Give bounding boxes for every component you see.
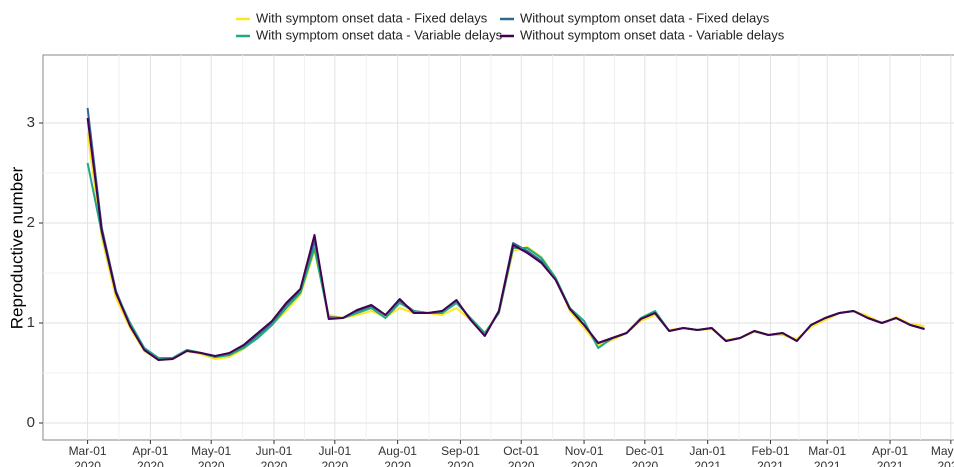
y-axis-title: Reproductive number: [7, 166, 26, 329]
legend-label: Without symptom onset data - Fixed delay…: [520, 10, 770, 25]
x-tick-label: Mar-01 2020: [69, 444, 107, 467]
x-tick-label: Aug-01 2020: [378, 444, 417, 467]
y-tick-label: 3: [27, 114, 35, 131]
series-line: [86, 117, 925, 361]
y-tick-label: 2: [27, 214, 35, 231]
y-tick-label: 0: [27, 414, 35, 431]
legend-label: With symptom onset data - Variable delay…: [256, 27, 503, 42]
x-tick-label: Nov-01 2020: [565, 444, 604, 467]
x-tick-label: Jan-01 2021: [689, 444, 726, 467]
x-tick-label: Oct-01 2020: [503, 444, 539, 467]
panel: [42, 54, 954, 441]
x-tick-label: Apr-01 2021: [872, 444, 908, 467]
x-tick-label: May-01 2020: [191, 444, 231, 467]
y-tick-label: 1: [27, 314, 35, 331]
legend-label: With symptom onset data - Fixed delays: [256, 10, 488, 25]
legend: With symptom onset data - Fixed delays Wi…: [236, 10, 785, 42]
x-tick-label: Jun-01 2020: [256, 444, 293, 467]
x-tick-label: Sep-01 2020: [441, 444, 480, 467]
x-tick-label: Jul-01 2020: [318, 444, 351, 467]
x-tick-label: Mar-01 2021: [808, 444, 846, 467]
x-tick-label: Apr-01 2020: [132, 444, 168, 467]
legend-label: Without symptom onset data - Variable de…: [520, 27, 785, 42]
x-tick-label: Feb-01 2021: [751, 444, 789, 467]
x-tick-label: Dec-01 2020: [626, 444, 665, 467]
grid: [43, 55, 954, 440]
